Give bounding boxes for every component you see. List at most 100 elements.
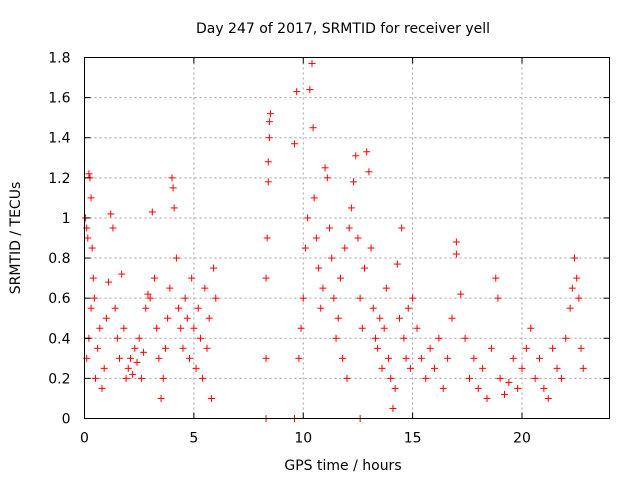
data-point [448,314,456,322]
data-point [332,334,340,342]
data-point [553,364,561,372]
data-point [509,354,517,362]
data-point [98,384,106,392]
data-point [151,274,158,282]
data-point [210,264,218,272]
data-point [124,364,132,372]
data-point [426,344,434,352]
data-point [105,278,113,286]
data-point [347,204,355,212]
data-point [157,394,165,402]
data-point [328,254,336,262]
data-point [496,374,504,382]
data-point [133,358,141,366]
data-point [113,334,121,342]
data-point [148,208,156,216]
data-point [102,314,110,322]
data-point [265,118,273,126]
data-point [393,260,401,268]
data-point [435,334,443,342]
data-point [175,304,183,312]
data-point [396,314,403,322]
data-point [96,324,104,332]
data-point [87,194,95,202]
y-tick-label: 1.4 [48,131,70,147]
data-point [111,304,119,312]
data-point [142,304,150,312]
data-point [380,324,388,332]
data-point [297,324,305,332]
data-point [304,214,312,222]
data-point [194,304,202,312]
data-point [295,354,303,362]
data-point [203,344,211,352]
x-tick-label: 0 [80,431,89,447]
data-point [140,348,148,356]
data-point [326,224,333,232]
data-point [190,324,198,332]
data-point [321,164,329,172]
data-point [126,354,134,362]
data-point [557,374,565,382]
data-point [566,304,574,312]
data-point [118,270,126,278]
data-point [474,384,482,392]
data-point [400,334,408,342]
axis-ticks: 0 0.2 0.4 0.6 0.8 1 1.2 1.4 1.6 1.8 0 5 10 15 20 [48,51,610,447]
data-point [169,184,177,192]
data-point [369,304,377,312]
data-point [153,324,161,332]
data-point [562,334,570,342]
data-point [85,170,93,178]
data-point [310,194,318,202]
data-point [361,264,368,272]
data-point [186,354,193,362]
data-point [170,204,178,212]
data-point [487,344,495,352]
data-point [146,294,154,302]
data-point [363,148,371,156]
data-point [87,304,95,312]
data-point [356,294,364,302]
data-point [378,364,386,372]
y-tick-label: 1.2 [48,171,70,187]
y-tick-label: 1.8 [48,51,70,67]
data-point [466,374,473,382]
data-point [452,238,460,246]
data-point [385,354,393,362]
data-point [339,354,347,362]
data-point [207,394,215,402]
data-point [343,374,351,382]
x-tick-label: 10 [294,431,312,447]
data-point [354,234,362,242]
data-point [402,354,410,362]
data-point [544,394,552,402]
data-point [334,314,342,322]
data-point [387,374,395,382]
data-point [308,60,316,68]
data-point [172,254,180,262]
data-point [398,224,406,232]
data-point [417,354,425,362]
data-point [494,294,502,302]
data-point [144,290,152,298]
data-point [527,324,535,332]
data-point [470,354,478,362]
data-point [461,334,469,342]
data-point [309,124,317,132]
data-point [577,344,585,352]
y-tick-label: 0.2 [48,371,70,387]
data-point [501,390,508,398]
data-point [131,344,139,352]
data-point [293,88,301,96]
data-point [518,364,526,372]
data-point [389,404,397,412]
y-tick-label: 0.6 [48,291,70,307]
data-point [107,210,115,218]
data-point [522,344,530,352]
data-point [406,364,414,372]
data-point [166,284,174,292]
data-point [88,244,96,252]
data-point [177,324,185,332]
